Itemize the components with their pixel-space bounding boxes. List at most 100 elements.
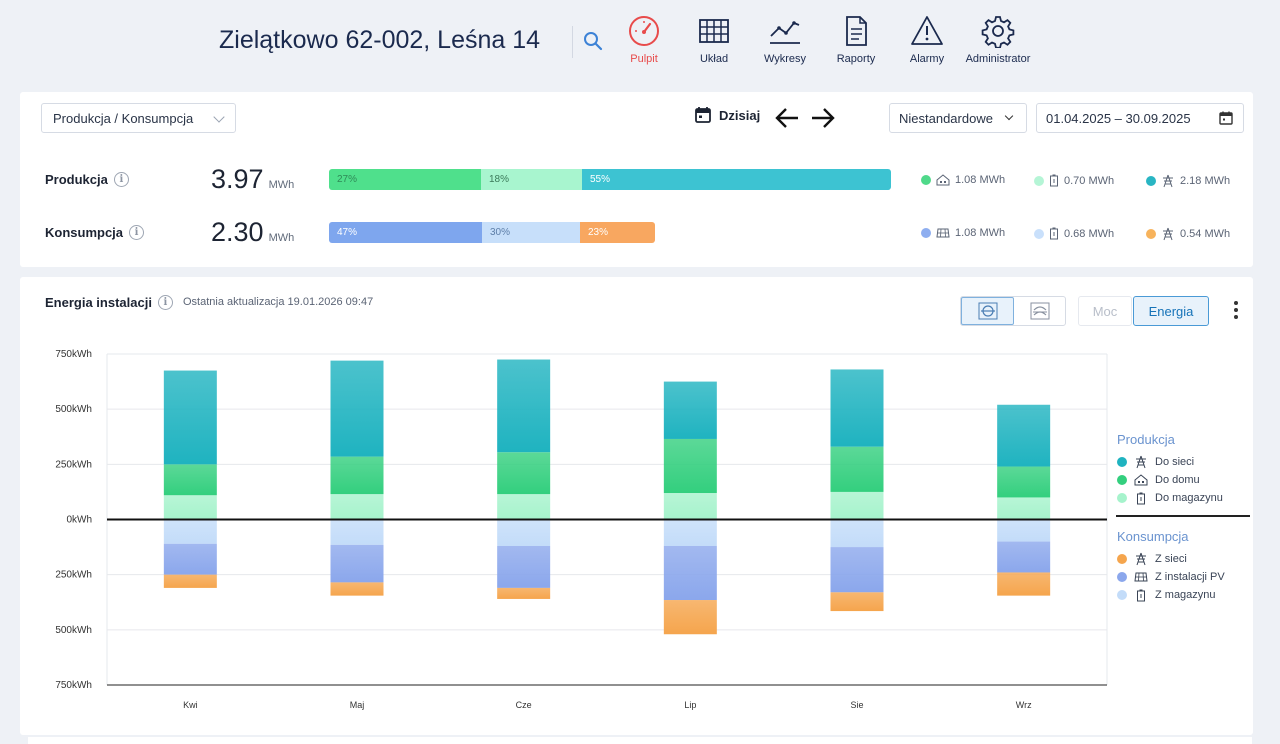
legend-item-do-domu[interactable]: Do domu xyxy=(1117,471,1257,489)
nav-label: Administrator xyxy=(965,53,1031,65)
line-chart-icon xyxy=(770,21,800,44)
bar-segment xyxy=(163,574,217,588)
energy-bar-chart: 750kWh 500kWh 250kWh 0kWh 250kWh 500kWh 750kWh… xyxy=(55,349,1108,710)
gauge-icon xyxy=(629,16,659,46)
more-options-button[interactable] xyxy=(1228,297,1244,323)
consumption-legend-grid: 0.54 MWh xyxy=(1146,227,1230,241)
legend-dot xyxy=(1117,572,1127,582)
view-split-button[interactable] xyxy=(961,297,1014,325)
legend-dot xyxy=(1117,457,1127,467)
warning-icon xyxy=(911,16,943,45)
stacked-view-icon xyxy=(1030,302,1049,320)
bar-segment xyxy=(163,495,217,520)
legend-value: 0.68 MWh xyxy=(1064,227,1115,240)
consumption-legend-pv: 1.08 MWh xyxy=(921,227,1005,239)
y-tick-label: 500kWh xyxy=(55,404,92,415)
chart-legend: Produkcja Do sieci Do domu Do magazynu K… xyxy=(1116,432,1257,604)
y-tick-label: 250kWh xyxy=(55,459,92,470)
kebab-dot xyxy=(1234,308,1238,312)
document-icon xyxy=(846,16,867,46)
bar-segment xyxy=(497,452,551,495)
bar-segment xyxy=(497,359,551,453)
nav-uklad[interactable]: Układ xyxy=(694,14,734,70)
today-button[interactable]: Dzisiaj xyxy=(694,106,760,124)
share-segment: 18% xyxy=(481,169,582,190)
split-view-icon xyxy=(978,302,997,320)
info-icon[interactable]: i xyxy=(157,295,173,310)
nav-label: Raporty xyxy=(836,53,876,65)
bar-segment xyxy=(997,572,1051,596)
production-total: 3.97 MWh xyxy=(211,164,294,195)
nav-wykresy[interactable]: Wykresy xyxy=(760,14,810,70)
bar-segment xyxy=(663,600,717,635)
next-card-edge xyxy=(28,737,1252,744)
nav-label: Pulpit xyxy=(630,53,658,65)
legend-dot xyxy=(1034,175,1044,186)
y-tick-label: 250kWh xyxy=(55,570,92,581)
bar-segment xyxy=(163,464,217,496)
legend-dot xyxy=(1117,554,1127,564)
legend-dot xyxy=(1117,590,1127,600)
consumption-unit: MWh xyxy=(268,232,295,244)
bar-segment xyxy=(997,519,1051,542)
legend-dot xyxy=(921,228,931,238)
legend-item-z-magazynu[interactable]: Z magazynu xyxy=(1117,586,1257,604)
battery-icon xyxy=(1050,174,1058,187)
mode-energy-button[interactable]: Energia xyxy=(1133,296,1209,326)
chevron-down-icon xyxy=(213,111,225,123)
legend-item-z-instalacji-pv[interactable]: Z instalacji PV xyxy=(1117,568,1257,586)
nav-label: Układ xyxy=(699,53,729,65)
x-tick-label: Sie xyxy=(850,700,863,710)
chevron-down-icon xyxy=(1004,111,1014,121)
nav-administrator[interactable]: Administrator xyxy=(962,14,1034,70)
gear-icon xyxy=(981,16,1015,48)
date-range-input[interactable]: 01.04.2025 – 30.09.2025 xyxy=(1036,103,1244,133)
bar-segment xyxy=(497,545,551,588)
mode-power-button[interactable]: Moc xyxy=(1078,296,1132,326)
bar-segment xyxy=(830,547,884,593)
bar-segment xyxy=(497,587,551,599)
pylon-icon xyxy=(1163,227,1173,241)
share-segment: 47% xyxy=(329,222,482,243)
bar-segment xyxy=(330,360,384,457)
house-icon xyxy=(936,174,950,186)
battery-icon xyxy=(1137,492,1145,504)
production-legend-home: 1.08 MWh xyxy=(921,174,1005,186)
nav-pulpit[interactable]: Pulpit xyxy=(624,14,664,70)
x-tick-label: Lip xyxy=(684,700,696,710)
legend-item-do-magazynu[interactable]: Do magazynu xyxy=(1117,489,1257,507)
y-tick-label: 0kWh xyxy=(66,515,92,526)
nav-label: Wykresy xyxy=(763,53,807,65)
legend-value: 1.08 MWh xyxy=(955,174,1006,186)
chart-title: Energia instalacji i xyxy=(45,295,173,310)
legend-dot xyxy=(1146,176,1156,186)
previous-period-button[interactable] xyxy=(773,104,801,132)
share-segment: 23% xyxy=(580,222,655,243)
kebab-dot xyxy=(1234,315,1238,319)
x-tick-label: Kwi xyxy=(183,700,198,710)
next-period-button[interactable] xyxy=(809,104,837,132)
nav-alarmy[interactable]: Alarmy xyxy=(906,14,948,70)
bar-segment xyxy=(330,494,384,520)
nav-raporty[interactable]: Raporty xyxy=(833,14,879,70)
legend-dot xyxy=(1117,475,1127,485)
bar-segment xyxy=(997,541,1051,573)
range-select[interactable]: Niestandardowe xyxy=(889,103,1027,133)
view-stacked-button[interactable] xyxy=(1014,297,1065,325)
legend-item-z-sieci[interactable]: Z sieci xyxy=(1117,550,1257,568)
mode-select[interactable]: Produkcja / Konsumpcja xyxy=(41,103,236,133)
production-share-bar: 27% 18% 55% xyxy=(329,169,891,190)
legend-item-do-sieci[interactable]: Do sieci xyxy=(1117,453,1257,471)
info-icon[interactable]: i xyxy=(113,172,129,187)
legend-label: Z sieci xyxy=(1155,553,1187,565)
bar-segment xyxy=(663,381,717,439)
production-legend-grid: 2.18 MWh xyxy=(1146,174,1230,188)
search-button[interactable] xyxy=(582,30,604,52)
house-icon xyxy=(1134,474,1148,486)
bar-segment xyxy=(997,497,1051,520)
bar-segment xyxy=(830,592,884,612)
info-icon[interactable]: i xyxy=(129,225,145,240)
legend-label: Do magazynu xyxy=(1155,492,1223,504)
bar-segment xyxy=(330,582,384,596)
last-update-text: Ostatnia aktualizacja 19.01.2026 09:47 xyxy=(183,296,374,308)
